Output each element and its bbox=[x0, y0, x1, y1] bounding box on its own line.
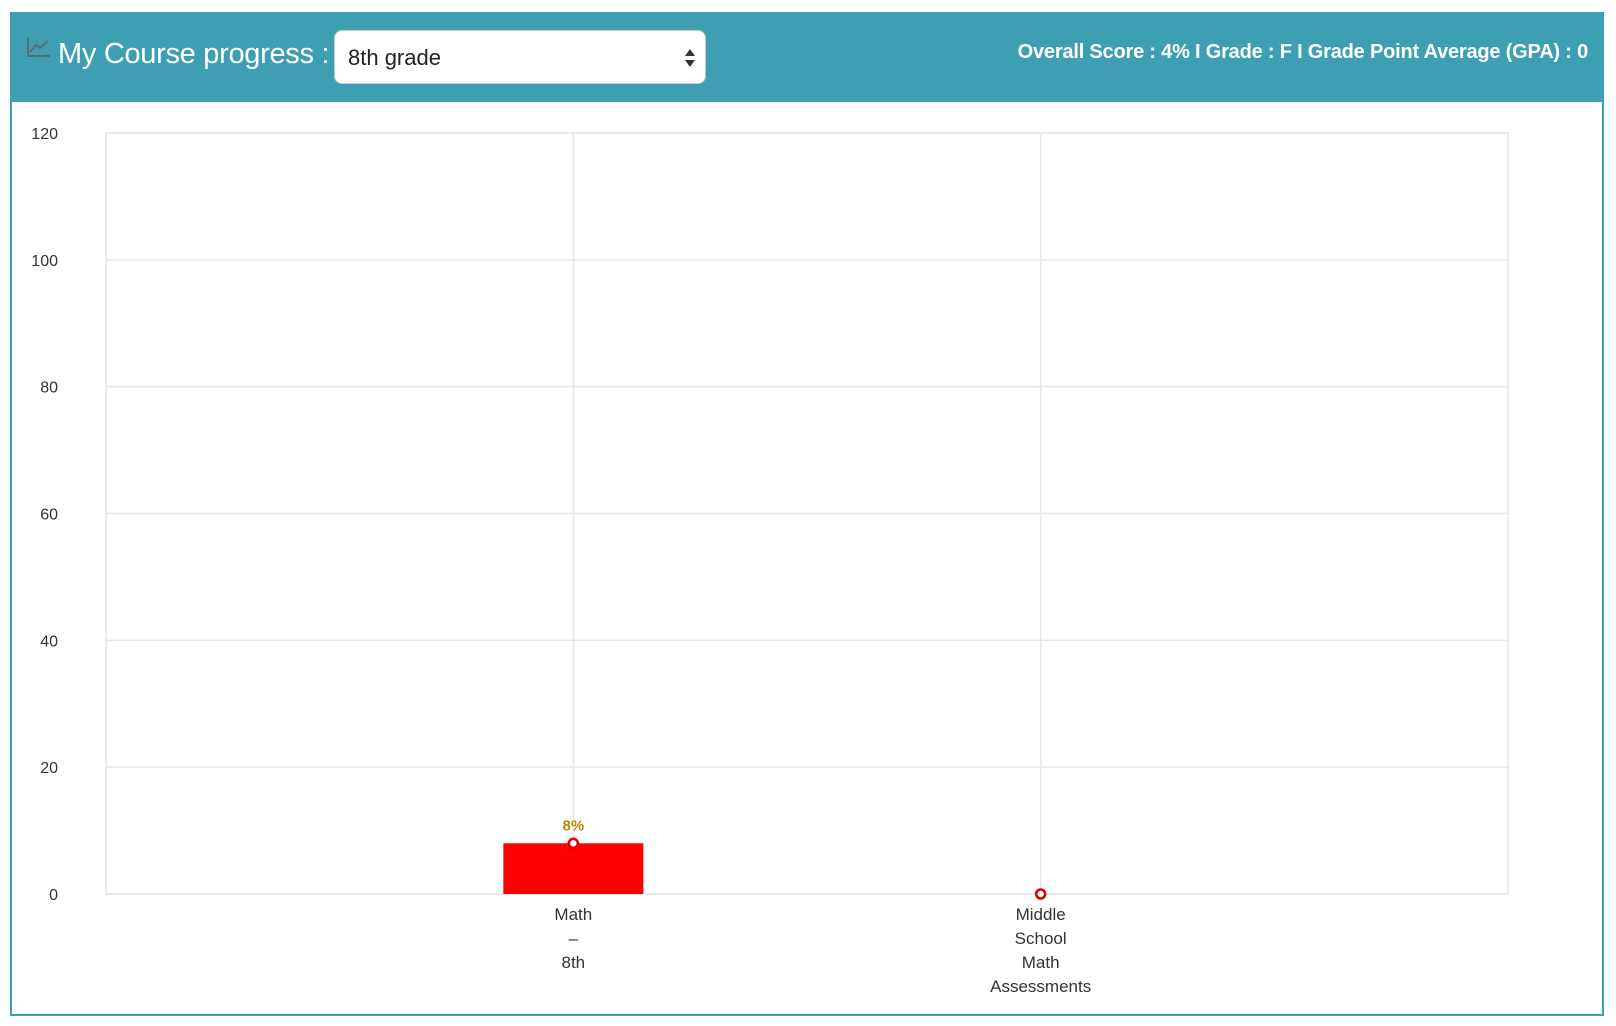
grade-select[interactable]: 8th grade bbox=[334, 30, 706, 84]
line-chart-icon bbox=[27, 38, 50, 57]
panel-header: My Course progress : 8th grade Overall S… bbox=[12, 14, 1602, 102]
course-progress-panel: My Course progress : 8th grade Overall S… bbox=[10, 12, 1604, 1016]
page-title: My Course progress : bbox=[58, 38, 330, 70]
select-arrows-icon bbox=[685, 49, 695, 67]
grade-select-value: 8th grade bbox=[348, 45, 441, 70]
overall-score-summary: Overall Score : 4% I Grade : F I Grade P… bbox=[1017, 41, 1589, 63]
